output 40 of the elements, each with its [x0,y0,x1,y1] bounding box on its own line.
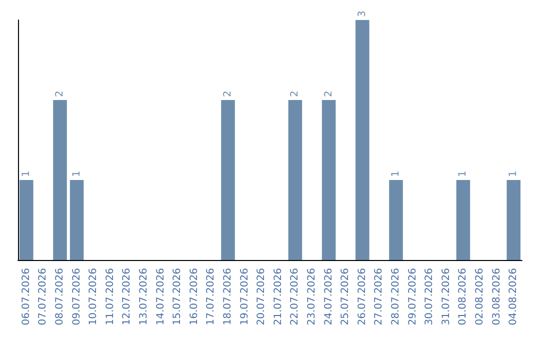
x-tick-label: 19.07.2026 [239,268,250,326]
x-tick-label: 12.07.2026 [122,268,133,326]
x-tick-label: 18.07.2026 [222,268,234,326]
x-tick-label: 11.07.2026 [104,268,116,326]
x-tick-label: 16.07.2026 [188,268,200,326]
x-tick-label: 28.07.2026 [390,268,402,326]
data-label: 2 [54,90,66,97]
x-tick-label: 24.07.2026 [323,268,334,326]
x-tick-label: 17.07.2026 [206,268,217,326]
x-tick-label: 30.07.2026 [424,268,436,326]
x-tick-label: 04.08.2026 [508,268,520,326]
x-tick-label: 25.07.2026 [340,268,352,326]
x-tick-label: 08.07.2026 [54,268,66,326]
x-tick-label: 15.07.2026 [172,268,184,326]
data-label: 1 [508,170,520,177]
data-label: 1 [71,170,82,177]
data-label: 1 [390,170,402,177]
x-tick-label: 20.07.2026 [256,268,268,326]
data-label: 1 [458,170,469,177]
x-tick-label: 14.07.2026 [155,268,166,326]
data-label: 1 [20,170,32,177]
x-tick-label: 07.07.2026 [38,268,49,326]
data-label: 2 [290,90,301,97]
x-tick-label: 06.07.2026 [20,268,32,326]
data-label: 2 [323,90,334,97]
x-tick-label: 27.07.2026 [374,268,385,326]
x-tick-label: 01.08.2026 [458,268,469,326]
data-label: 2 [222,90,234,97]
x-tick-label: 26.07.2026 [356,268,368,326]
x-tick-label: 10.07.2026 [88,268,100,326]
x-tick-label: 02.08.2026 [474,268,486,326]
x-tick-label: 21.07.2026 [272,268,284,326]
x-tick-label: 03.08.2026 [491,268,502,326]
x-tick-label: 31.07.2026 [440,268,452,326]
x-tick-label: 22.07.2026 [290,268,301,326]
x-tick-label: 13.07.2026 [138,268,150,326]
x-tick-label: 29.07.2026 [407,268,418,326]
x-tick-label: 23.07.2026 [306,268,318,326]
data-label: 3 [356,10,368,17]
x-tick-label: 09.07.2026 [71,268,82,326]
